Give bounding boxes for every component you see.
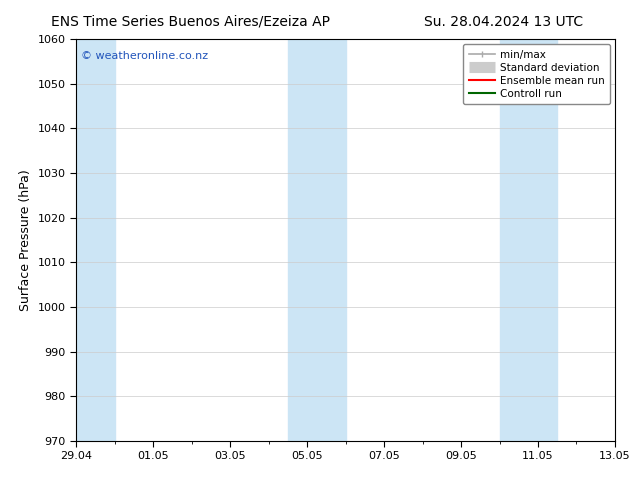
Bar: [500, 39, 557, 441]
Legend: min/max, Standard deviation, Ensemble mean run, Controll run: min/max, Standard deviation, Ensemble me…: [463, 45, 610, 104]
Text: © weatheronline.co.nz: © weatheronline.co.nz: [81, 51, 209, 61]
Bar: [76, 39, 115, 441]
Bar: [288, 39, 346, 441]
Text: Su. 28.04.2024 13 UTC: Su. 28.04.2024 13 UTC: [424, 15, 583, 29]
Text: ENS Time Series Buenos Aires/Ezeiza AP: ENS Time Series Buenos Aires/Ezeiza AP: [51, 15, 330, 29]
Y-axis label: Surface Pressure (hPa): Surface Pressure (hPa): [19, 169, 32, 311]
